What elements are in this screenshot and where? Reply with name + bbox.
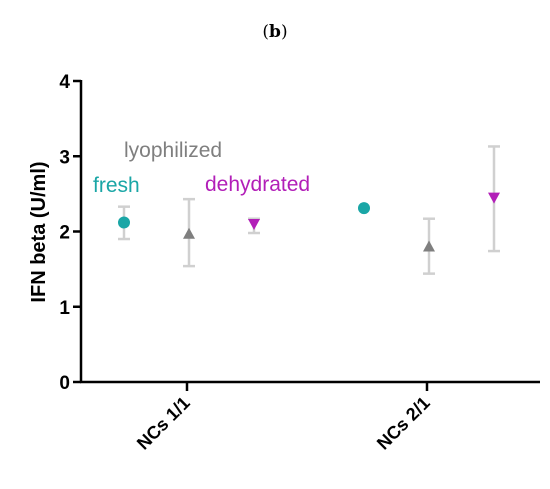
panel-label-close: ) xyxy=(281,22,288,42)
panel-label-letter: b xyxy=(269,22,281,42)
y-axis: 0 1 2 3 4 xyxy=(59,72,83,394)
x-tick-label-0: NCs 1/1 xyxy=(133,393,194,454)
point-dehydrated-0 xyxy=(248,218,260,230)
error-bars xyxy=(118,145,500,275)
point-lyophilized-1 xyxy=(423,240,435,252)
x-axis: NCs 1/1 NCs 2/1 xyxy=(80,380,540,454)
y-tick-label-4: 4 xyxy=(59,72,70,93)
y-axis-title: IFN beta (U/ml) xyxy=(28,161,50,302)
panel-label-open: ( xyxy=(262,22,269,42)
panel-label: (b) xyxy=(262,22,287,42)
point-lyophilized-0 xyxy=(183,227,195,239)
x-tick-label-1: NCs 2/1 xyxy=(373,393,434,454)
y-tick-label-2: 2 xyxy=(59,223,70,244)
point-fresh-0 xyxy=(118,216,130,229)
y-tick-label-0: 0 xyxy=(59,373,70,394)
y-tick-label-1: 1 xyxy=(59,298,70,319)
y-tick-label-3: 3 xyxy=(59,147,70,168)
point-dehydrated-1 xyxy=(488,192,500,204)
series-label-dehydrated: dehydrated xyxy=(205,173,310,196)
series-label-fresh: fresh xyxy=(93,174,140,197)
data-markers xyxy=(118,192,500,252)
point-fresh-1 xyxy=(358,202,370,215)
series-label-lyophilized: lyophilized xyxy=(124,139,222,162)
